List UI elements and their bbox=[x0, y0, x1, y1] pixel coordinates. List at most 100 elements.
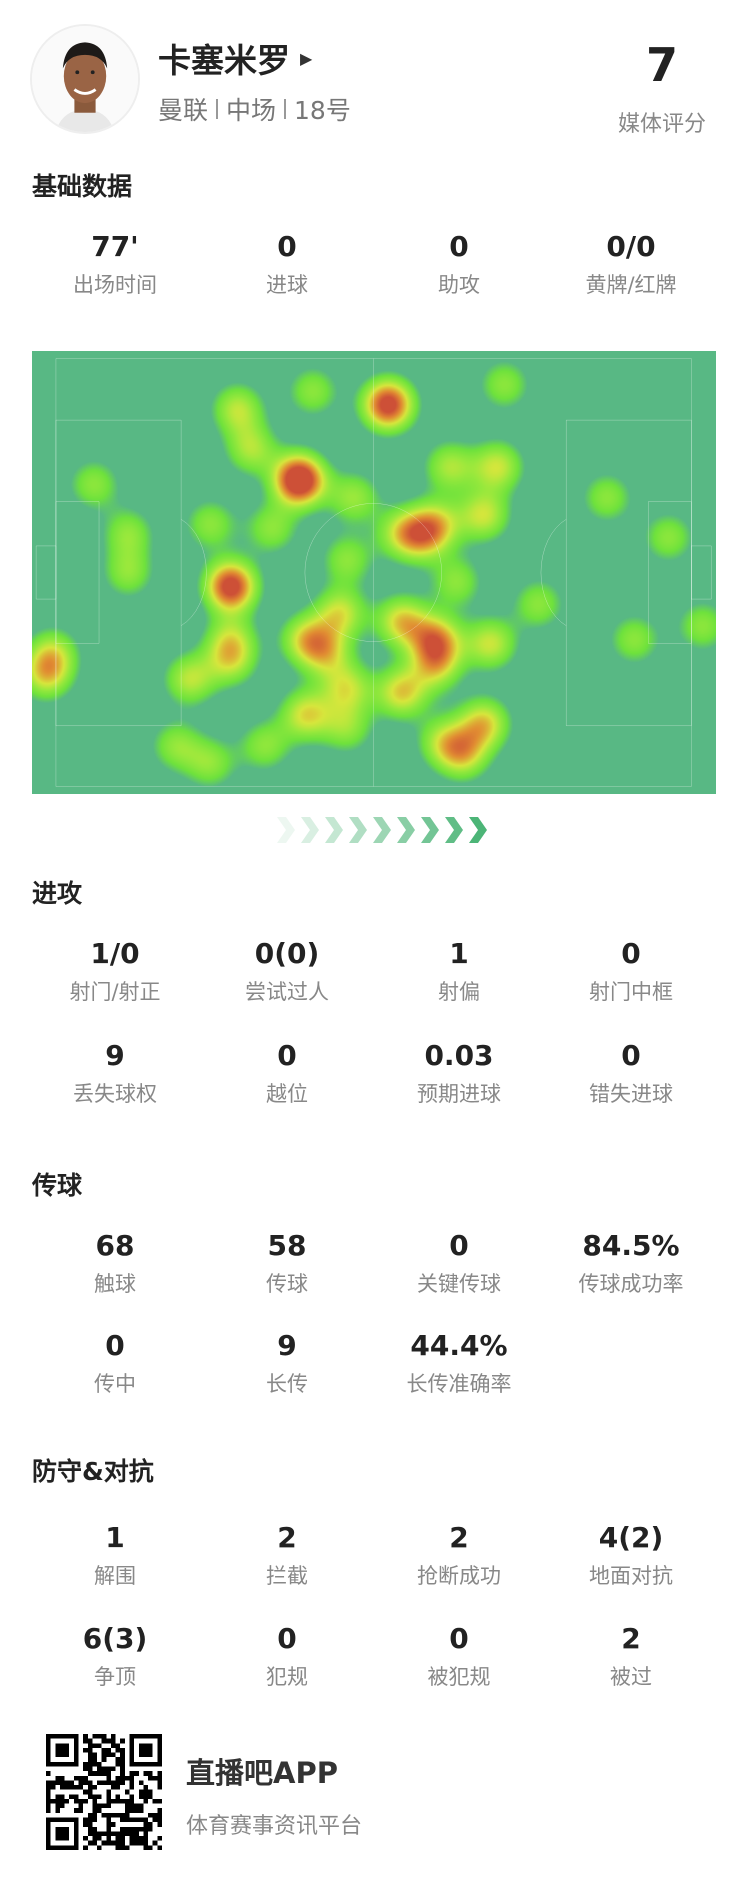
attack-direction-arrows bbox=[275, 815, 489, 845]
stat-label: 解围 bbox=[94, 1564, 136, 1588]
chevron-right-icon bbox=[445, 817, 463, 843]
divider bbox=[284, 99, 287, 119]
section-title-defense: 防守&对抗 bbox=[32, 1457, 154, 1486]
player-name-link[interactable]: 卡塞米罗 ▶ bbox=[158, 34, 312, 82]
app-name: 直播吧APP bbox=[186, 1756, 338, 1790]
stat-label: 越位 bbox=[266, 1082, 308, 1106]
stat-label: 错失进球 bbox=[589, 1082, 673, 1106]
media-rating-value: 7 bbox=[645, 38, 678, 92]
stat-value: 68 bbox=[95, 1229, 135, 1262]
stat-label: 丢失球权 bbox=[73, 1082, 157, 1106]
player-position: 中场 bbox=[226, 96, 277, 125]
section-title-passing: 传球 bbox=[32, 1171, 83, 1200]
stat-value: 84.5% bbox=[582, 1229, 680, 1262]
stat-dribbled-past: 2 被过 bbox=[545, 1621, 717, 1691]
stat-value: 0 bbox=[449, 1622, 469, 1655]
stat-clearances: 1 解围 bbox=[29, 1520, 201, 1590]
stat-interceptions: 2 拦截 bbox=[201, 1520, 373, 1590]
stat-value: 4(2) bbox=[598, 1521, 664, 1554]
defense-stats-row: 1 解围 2 拦截 2 抢断成功 4(2) 地面对抗 bbox=[29, 1520, 717, 1590]
player-photo bbox=[32, 26, 138, 132]
stat-value: 0/0 bbox=[606, 230, 656, 263]
stat-label: 出场时间 bbox=[73, 273, 157, 297]
passing-stats-row: 68 触球 58 传球 0 关键传球 84.5% 传球成功率 bbox=[29, 1228, 717, 1298]
stat-value: 1/0 bbox=[90, 937, 140, 970]
heatmap-pitch bbox=[32, 351, 716, 794]
media-rating-label: 媒体评分 bbox=[617, 112, 706, 137]
stat-label: 进球 bbox=[266, 273, 308, 297]
stat-shots: 1/0 射门/射正 bbox=[29, 936, 201, 1006]
stat-label: 被过 bbox=[610, 1665, 652, 1689]
stat-passes: 58 传球 bbox=[201, 1228, 373, 1298]
stat-label: 触球 bbox=[94, 1272, 136, 1296]
chevron-right-icon bbox=[349, 817, 367, 843]
stat-label: 射门/射正 bbox=[69, 980, 161, 1004]
stat-value: 0.03 bbox=[424, 1039, 494, 1072]
stat-value: 0 bbox=[277, 230, 297, 263]
defense-stats-row: 6(3) 争顶 0 犯规 0 被犯规 2 被过 bbox=[29, 1621, 717, 1691]
stat-label: 被犯规 bbox=[427, 1665, 491, 1689]
stat-value: 0 bbox=[277, 1622, 297, 1655]
qr-code bbox=[46, 1734, 162, 1850]
stat-dribbles: 0(0) 尝试过人 bbox=[201, 936, 373, 1006]
stat-value: 9 bbox=[105, 1039, 125, 1072]
stat-fouled: 0 被犯规 bbox=[373, 1621, 545, 1691]
chevron-right-icon bbox=[277, 817, 295, 843]
stat-label: 犯规 bbox=[266, 1665, 308, 1689]
player-name: 卡塞米罗 bbox=[158, 41, 290, 80]
stat-label: 争顶 bbox=[94, 1665, 136, 1689]
stat-label: 地面对抗 bbox=[589, 1564, 673, 1588]
player-info: 曼联 中场 18号 bbox=[158, 91, 351, 127]
stat-long-balls: 9 长传 bbox=[201, 1328, 373, 1398]
chevron-right-icon bbox=[325, 817, 343, 843]
stat-crosses: 0 传中 bbox=[29, 1328, 201, 1398]
stat-label: 预期进球 bbox=[417, 1082, 501, 1106]
stat-minutes: 77' 出场时间 bbox=[29, 229, 201, 299]
stat-assists: 0 助攻 bbox=[373, 229, 545, 299]
stat-label: 拦截 bbox=[266, 1564, 308, 1588]
stat-value: 6(3) bbox=[82, 1622, 148, 1655]
stat-value: 0 bbox=[105, 1329, 125, 1362]
stat-fouls: 0 犯规 bbox=[201, 1621, 373, 1691]
stat-value: 9 bbox=[277, 1329, 297, 1362]
chevron-right-icon bbox=[373, 817, 391, 843]
stat-label: 助攻 bbox=[438, 273, 480, 297]
stat-offsides: 0 越位 bbox=[201, 1038, 373, 1108]
stat-label: 抢断成功 bbox=[417, 1564, 501, 1588]
stat-value: 2 bbox=[277, 1521, 297, 1554]
chevron-right-icon bbox=[469, 817, 487, 843]
section-title-attack: 进攻 bbox=[32, 879, 83, 908]
pitch-markings bbox=[32, 351, 716, 794]
player-avatar[interactable] bbox=[30, 24, 140, 134]
stat-goals: 0 进球 bbox=[201, 229, 373, 299]
stat-value: 0 bbox=[621, 1039, 641, 1072]
stat-value: 0 bbox=[277, 1039, 297, 1072]
stat-long-ball-accuracy: 44.4% 长传准确率 bbox=[373, 1328, 545, 1398]
chevron-right-icon bbox=[397, 817, 415, 843]
stat-big-chances-missed: 0 错失进球 bbox=[545, 1038, 717, 1108]
player-number: 18号 bbox=[294, 96, 351, 125]
stat-label: 射偏 bbox=[438, 980, 480, 1004]
stat-aerial-duels: 6(3) 争顶 bbox=[29, 1621, 201, 1691]
basic-stats-row: 77' 出场时间 0 进球 0 助攻 0/0 黄牌/红牌 bbox=[29, 229, 717, 299]
section-title-basic: 基础数据 bbox=[32, 172, 133, 201]
stat-key-passes: 0 关键传球 bbox=[373, 1228, 545, 1298]
stat-cards: 0/0 黄牌/红牌 bbox=[545, 229, 717, 299]
passing-stats-row: 0 传中 9 长传 44.4% 长传准确率 bbox=[29, 1328, 717, 1398]
stat-label: 关键传球 bbox=[417, 1272, 501, 1296]
team-name: 曼联 bbox=[158, 96, 209, 125]
divider bbox=[216, 99, 219, 119]
heatmap-layer bbox=[32, 351, 716, 794]
stat-woodwork: 0 射门中框 bbox=[545, 936, 717, 1006]
triangle-right-icon: ▶ bbox=[300, 48, 313, 68]
stat-value: 0(0) bbox=[254, 937, 320, 970]
stat-value: 0 bbox=[449, 230, 469, 263]
attack-stats-row: 1/0 射门/射正 0(0) 尝试过人 1 射偏 0 射门中框 bbox=[29, 936, 717, 1006]
stat-value: 0 bbox=[621, 937, 641, 970]
stat-label: 传球 bbox=[266, 1272, 308, 1296]
chevron-right-icon bbox=[421, 817, 439, 843]
stat-value: 1 bbox=[449, 937, 469, 970]
stat-label: 射门中框 bbox=[589, 980, 673, 1004]
chevron-right-icon bbox=[301, 817, 319, 843]
stat-value: 2 bbox=[621, 1622, 641, 1655]
